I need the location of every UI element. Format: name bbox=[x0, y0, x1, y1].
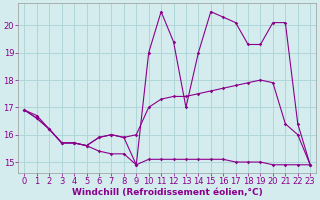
X-axis label: Windchill (Refroidissement éolien,°C): Windchill (Refroidissement éolien,°C) bbox=[72, 188, 263, 197]
